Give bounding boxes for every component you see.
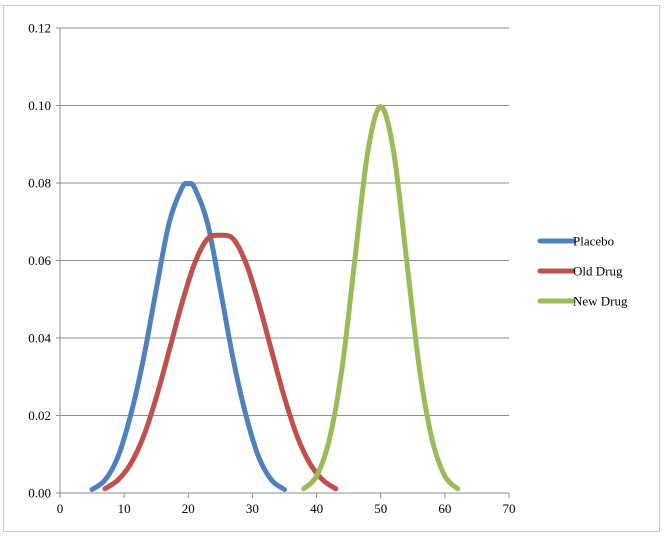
series-line-placebo: [89, 180, 287, 493]
series-line-old-drug: [102, 232, 339, 492]
x-tick-label: 40: [310, 501, 323, 516]
x-tick-label: 50: [374, 501, 387, 516]
chart-frame: 0.00 0.02 0.04 0.06 0.08 0.10 0.12 0 10 20 30 40 50 6…: [3, 5, 660, 532]
legend-label-old-drug: Old Drug: [573, 264, 623, 279]
series-line-new-drug: [301, 104, 461, 492]
y-tick-label: 0.00: [28, 486, 51, 501]
legend: Placebo Old Drug New Drug: [537, 234, 628, 309]
y-tick-label: 0.10: [28, 98, 51, 113]
x-tick-label: 70: [503, 501, 516, 516]
axes: [56, 27, 510, 498]
x-tick-label: 10: [118, 501, 131, 516]
tick-labels: 0.00 0.02 0.04 0.06 0.08 0.10 0.12 0 10 20 30 40 50 6…: [28, 21, 515, 517]
y-tick-label: 0.04: [28, 331, 51, 346]
y-tick-label: 0.12: [28, 21, 51, 36]
y-tick-label: 0.02: [28, 408, 51, 423]
x-tick-label: 0: [57, 501, 64, 516]
y-tick-label: 0.08: [28, 176, 51, 191]
x-tick-label: 30: [246, 501, 259, 516]
y-tick-label: 0.06: [28, 253, 51, 268]
x-tick-label: 60: [438, 501, 451, 516]
legend-label-new-drug: New Drug: [573, 294, 628, 309]
legend-label-placebo: Placebo: [573, 234, 614, 249]
data-series: [89, 104, 461, 493]
chart-svg: 0.00 0.02 0.04 0.06 0.08 0.10 0.12 0 10 20 30 40 50 6…: [28, 21, 628, 517]
grid-lines: [60, 27, 509, 416]
x-tick-label: 20: [182, 501, 195, 516]
